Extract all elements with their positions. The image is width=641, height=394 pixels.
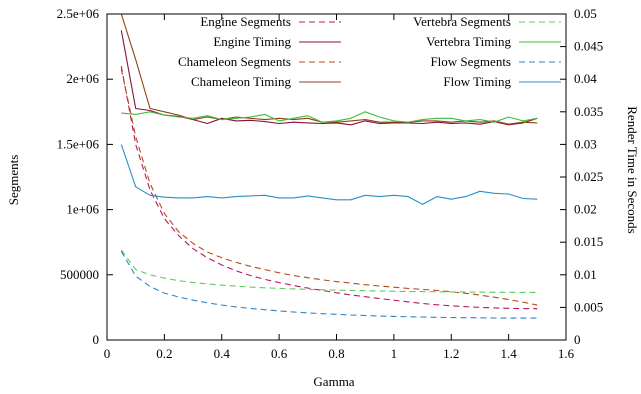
y2-tick-label: 0.05: [574, 6, 597, 21]
x-tick-label: 1.6: [558, 346, 575, 361]
legend-label-flow-segments: Flow Segments: [430, 54, 511, 69]
y2-tick-label: 0.025: [574, 169, 603, 184]
series-chameleon-segments-line: [120, 68, 538, 306]
y-tick-label: 2.5e+06: [57, 6, 100, 21]
x-tick-label: 0.4: [214, 346, 231, 361]
x-tick-label: 0.6: [271, 346, 288, 361]
x-tick-label: 0.2: [156, 346, 172, 361]
y-axis-label: Segments: [6, 155, 21, 206]
x-tick-label: 1.4: [501, 346, 518, 361]
y2-tick-label: 0.04: [574, 71, 597, 86]
y2-tick-label: 0.01: [574, 267, 597, 282]
series-engine-segments-line: [120, 66, 538, 310]
tick-labels: 0 0.2 0.4 0.6 0.8 1 1.2 1.4 1.605000001e+061.5e+…: [57, 6, 604, 361]
y-tick-label: 2e+06: [66, 71, 99, 86]
y-tick-label: 500000: [60, 267, 99, 282]
series-chameleon-timing-line: [120, 14, 538, 125]
x-tick-label: 1.2: [443, 346, 459, 361]
legend-label-chameleon-timing: Chameleon Timing: [191, 74, 292, 89]
series-vertebra-timing-line: [121, 111, 538, 123]
series-vertebra-segments-line: [120, 249, 538, 293]
legend-label-vertebra-segments: Vertebra Segments: [413, 14, 511, 29]
legend: Engine Segments Engine Timing Chameleon Se…: [178, 14, 561, 89]
y2-axis-label: Render Time in Seconds: [625, 106, 640, 233]
axes-frame: [106, 13, 567, 341]
x-tick-label: 0.8: [328, 346, 344, 361]
legend-label-vertebra-timing: Vertebra Timing: [426, 34, 511, 49]
y2-tick-label: 0.03: [574, 136, 597, 151]
legend-label-chameleon-segments: Chameleon Segments: [178, 54, 291, 69]
y-tick-label: 0: [93, 332, 100, 347]
legend-label-engine-segments: Engine Segments: [200, 14, 291, 29]
y2-tick-label: 0.005: [574, 299, 603, 314]
x-axis-label: Gamma: [313, 374, 354, 389]
series-flow-segments-line: [120, 251, 538, 319]
y2-tick-label: 0: [574, 332, 581, 347]
y2-tick-label: 0.015: [574, 234, 603, 249]
y2-tick-label: 0.045: [574, 39, 603, 54]
y2-tick-label: 0.02: [574, 202, 597, 217]
y2-tick-label: 0.035: [574, 104, 603, 119]
y-tick-label: 1.5e+06: [57, 136, 100, 151]
x-tick-label: 0: [104, 346, 111, 361]
series-flow-timing-line: [120, 144, 538, 205]
plot-area: [120, 14, 538, 319]
legend-label-engine-timing: Engine Timing: [213, 34, 291, 49]
y-tick-label: 1e+06: [66, 202, 99, 217]
legend-label-flow-timing: Flow Timing: [443, 74, 511, 89]
x-tick-label: 1: [391, 346, 398, 361]
